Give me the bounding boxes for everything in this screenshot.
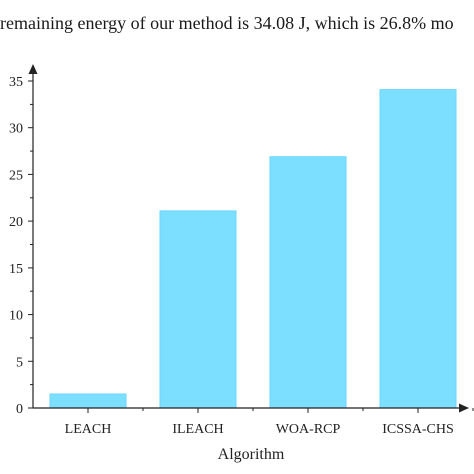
bars-group xyxy=(49,89,457,409)
y-axis-arrow xyxy=(28,64,38,74)
y-tick-label: 35 xyxy=(9,75,23,90)
y-tick-label: 30 xyxy=(9,122,23,137)
bar-leach xyxy=(49,393,127,409)
x-tick-label: ICSSA-CHS xyxy=(382,422,454,437)
y-tick-label: 10 xyxy=(9,309,23,324)
y-tick-label: 5 xyxy=(16,355,23,370)
axes-group xyxy=(28,64,469,413)
y-ticks-group: 0 5 10 15 20 25 30 35 xyxy=(9,75,33,417)
y-tick-label: 25 xyxy=(9,168,23,183)
y-tick-label: 15 xyxy=(9,262,23,277)
x-ticks-group: LEACH ILEACH WOA-RCP ICSSA-CHS xyxy=(65,408,474,437)
x-axis-title: Algorithm xyxy=(218,446,285,463)
x-tick-label: LEACH xyxy=(65,422,112,437)
x-tick-label: ILEACH xyxy=(172,422,223,437)
bar-woa-rcp xyxy=(269,156,347,409)
y-tick-label: 0 xyxy=(16,402,23,417)
x-tick-label: WOA-RCP xyxy=(276,422,341,437)
bar-icssa-chs xyxy=(379,89,457,409)
x-axis-arrow xyxy=(459,403,469,413)
y-tick-label: 20 xyxy=(9,215,23,230)
caption-text: remaining energy of our method is 34.08 … xyxy=(0,13,454,33)
bar-ileach xyxy=(159,210,237,409)
figure-caption-fragment: remaining energy of our method is 34.08 … xyxy=(0,12,474,36)
